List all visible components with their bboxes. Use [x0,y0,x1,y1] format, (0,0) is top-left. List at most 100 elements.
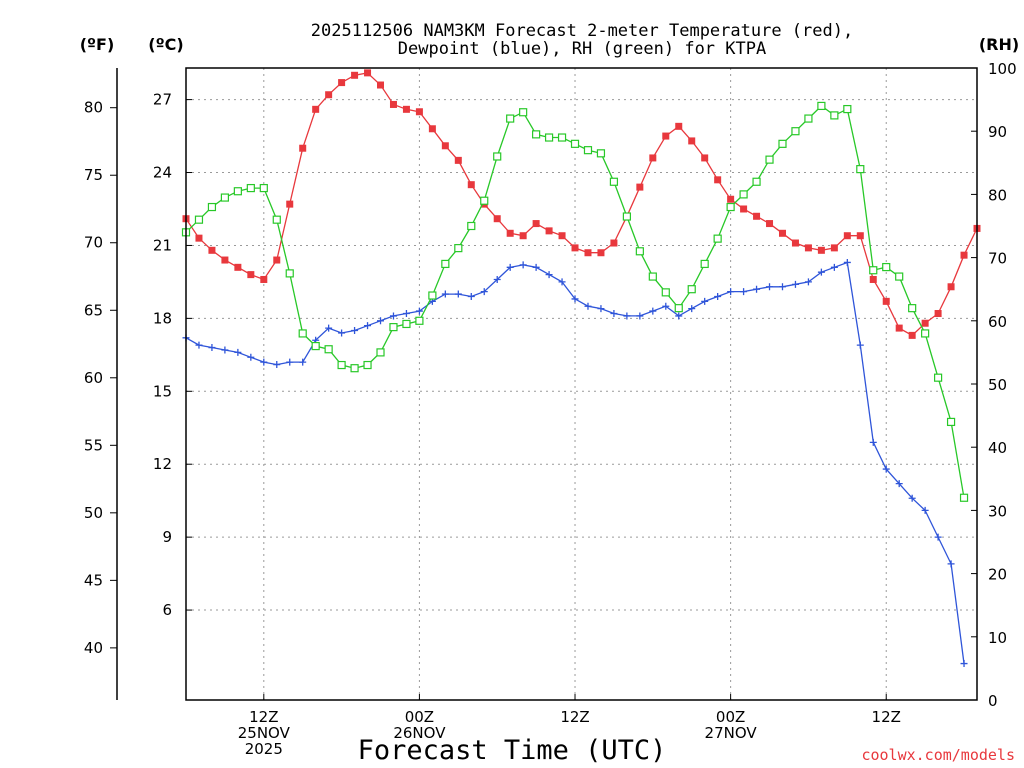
temperature-point [441,142,449,150]
celsius-tick-label: 27 [153,91,172,109]
x-axis-title: Forecast Time (UTC) [358,735,667,766]
dewpoint-point [377,317,385,325]
temperature-point [415,108,423,116]
rh-point [752,177,761,186]
temperature-point [908,331,916,339]
rh-point [220,193,230,202]
temperature-point [260,275,268,283]
rh-point [726,202,735,212]
dewpoint-point [701,297,709,305]
celsius-tick-label: 24 [153,164,172,182]
temperature-point [791,239,799,247]
rh-tick-label: 70 [988,250,1007,268]
dewpoint-point [921,506,929,514]
dewpoint-point [299,358,307,366]
dewpoint-point [532,263,540,271]
fahrenheit-tick-label: 50 [84,504,103,522]
temperature-point [947,283,955,291]
celsius-tick-label: 21 [153,236,172,254]
dewpoint-point [571,295,579,303]
dewpoint-point [454,290,462,298]
temperature-point [234,263,242,271]
rh-point [285,269,294,278]
temperature-point [675,122,683,130]
temperature-point [195,234,203,242]
rh-point [661,288,670,297]
rh-point [869,266,878,275]
dewpoint-point [467,292,475,300]
dewpoint-point [402,310,410,318]
dewpoint-point [753,285,761,293]
rh-point [259,183,268,193]
temperature-point [921,319,929,327]
celsius-tick-label: 6 [162,601,172,619]
rh-point [882,262,891,272]
celsius-tick-label: 15 [153,382,172,400]
rh-unit-label: (RH) [979,35,1019,54]
temperature-point [208,246,216,254]
temperature-point [532,220,540,228]
temperature-point [506,229,514,237]
rh-point [350,364,359,373]
data-series [181,69,981,668]
temperature-point [817,246,825,254]
celsius-tick-label: 9 [162,528,172,546]
dewpoint-point [493,275,501,283]
dewpoint-point [688,305,696,313]
temperature-point [338,79,346,87]
temperature-point [467,181,475,189]
dewpoint-point [960,660,968,668]
temperature-point [662,132,670,140]
dewpoint-point [662,302,670,310]
chart-title-line-1: 2025112506 NAM3KM Forecast 2-meter Tempe… [311,21,853,41]
rh-point [402,319,411,329]
temperature-point [377,81,385,89]
temperature-point [714,176,722,184]
dewpoint-point [338,329,346,337]
rh-point [713,234,722,243]
rh-point [532,130,541,139]
dewpoint-point [934,533,942,541]
temperature-point [856,232,864,240]
dewpoint-point [351,327,359,335]
temperature-point [597,249,605,257]
fahrenheit-tick-label: 45 [84,571,103,589]
credit-label: coolwx.com/models [861,746,1015,764]
rh-point [583,146,593,155]
fahrenheit-tick-label: 65 [84,301,103,319]
rh-point [959,493,969,502]
rh-point [804,114,813,123]
rh-tick-label: 10 [988,629,1007,647]
x-tick-label: 2025 [245,740,283,758]
x-tick-label: 00Z [716,708,745,726]
x-tick-label: 26NOV [393,724,446,742]
x-tick-label: 25NOV [238,724,291,742]
dewpoint-point [817,268,825,276]
x-tick-label: 12Z [560,708,589,726]
dewpoint-point [778,283,786,291]
fahrenheit-tick-label: 80 [84,99,103,117]
dewpoint-point [480,288,488,296]
fahrenheit-unit-label: (ºF) [80,35,115,54]
rh-tick-label: 30 [988,502,1007,520]
dewpoint-point [610,310,618,318]
dewpoint-point [441,290,449,298]
dewpoint-point [649,307,657,315]
temperature-point [843,232,851,240]
dewpoint-point [869,438,877,446]
rh-point [467,221,476,231]
dewpoint-point [545,271,553,279]
rh-tick-label: 60 [988,313,1007,331]
rh-point [674,304,683,313]
rh-point [415,316,424,325]
rh-point [194,215,204,224]
temperature-point [221,256,229,264]
temperature-point [454,156,462,164]
dewpoint-point [364,322,372,330]
fahrenheit-tick-label: 40 [84,639,103,657]
celsius-tick-label: 12 [153,455,172,473]
plot-frame [185,67,978,701]
temperature-point [960,251,968,259]
dewpoint-point [908,494,916,502]
temperature-point [753,212,761,220]
